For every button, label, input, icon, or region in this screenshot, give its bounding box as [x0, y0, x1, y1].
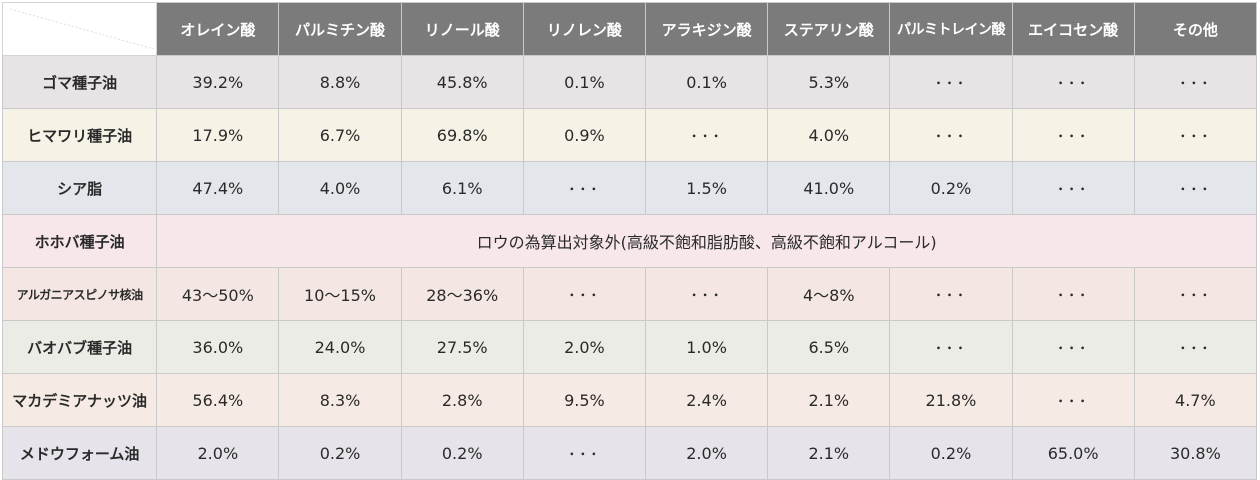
table-cell: 2.4%	[644, 373, 769, 427]
table-cell: 2.0%	[644, 426, 769, 480]
table-cell: 1.0%	[644, 320, 769, 374]
table-cell: ･･･	[889, 267, 1013, 321]
table-cell: 41.0%	[767, 161, 891, 215]
table-cell: ･･･	[1011, 373, 1135, 427]
table-cell: ･･･	[1011, 320, 1135, 374]
table-cell: ･･･	[522, 161, 646, 215]
table-cell: ･･･	[644, 108, 769, 162]
table-cell: ･･･	[522, 426, 646, 480]
table-cell: 39.2%	[156, 55, 280, 109]
table-cell: 4.0%	[278, 161, 402, 215]
row-label: ホホバ種子油	[1, 214, 158, 268]
table-body: ゴマ種子油 39.2% 8.8% 45.8% 0.1% 0.1% 5.3% ･･･ ･･･ ･･･…	[1, 55, 1258, 480]
row-label: ゴマ種子油	[1, 55, 158, 109]
row-label: マカデミアナッツ油	[1, 373, 158, 427]
table-cell: 0.2%	[278, 426, 402, 480]
table-cell: ･･･	[1011, 267, 1135, 321]
table-cell: 2.8%	[400, 373, 524, 427]
row-label: ヒマワリ種子油	[1, 108, 158, 162]
table-cell: 8.3%	[278, 373, 402, 427]
column-header: リノール酸	[400, 2, 524, 56]
table-cell: 4.7%	[1133, 373, 1258, 427]
table-row: ホホバ種子油 ロウの為算出対象外(高級不飽和脂肪酸、高級不飽和アルコール)	[1, 214, 1257, 268]
table-cell: 0.1%	[522, 55, 646, 109]
header-row: オレイン酸 パルミチン酸 リノール酸 リノレン酸 アラキジン酸 ステアリン酸 パ…	[1, 2, 1258, 56]
column-header: ステアリン酸	[767, 2, 891, 56]
table-cell: 21.8%	[889, 373, 1013, 427]
table-cell: 0.2%	[889, 161, 1013, 215]
row-label: アルガニアスピノサ核油	[1, 267, 158, 321]
table-cell: 30.8%	[1133, 426, 1258, 480]
table-cell: 45.8%	[400, 55, 524, 109]
table-cell: ･･･	[1011, 161, 1135, 215]
table-row: シア脂 47.4% 4.0% 6.1% ･･･ 1.5% 41.0% 0.2% ･･･ ･･･	[1, 161, 1258, 215]
row-label: メドウフォーム油	[1, 426, 158, 480]
table-cell: 9.5%	[522, 373, 646, 427]
table-cell: 5.3%	[767, 55, 891, 109]
column-header: パルミチン酸	[278, 2, 402, 56]
column-header: パルミトレイン酸	[889, 2, 1013, 56]
table-cell: 1.5%	[644, 161, 769, 215]
table-cell: 27.5%	[400, 320, 524, 374]
corner-diagonal	[9, 8, 154, 50]
table-cell: 17.9%	[156, 108, 280, 162]
table-cell: 0.1%	[644, 55, 769, 109]
column-header: オレイン酸	[156, 2, 280, 56]
table-cell: 4.0%	[767, 108, 891, 162]
table-cell: 8.8%	[278, 55, 402, 109]
table-cell: ･･･	[1011, 55, 1135, 109]
row-label: シア脂	[1, 161, 158, 215]
table-cell: 28～36%	[400, 267, 524, 321]
table-cell: 2.1%	[767, 373, 891, 427]
column-header: アラキジン酸	[644, 2, 769, 56]
table-cell: ･･･	[522, 267, 646, 321]
row-label: バオバブ種子油	[1, 320, 158, 374]
table-cell: 69.8%	[400, 108, 524, 162]
column-header: その他	[1133, 2, 1258, 56]
table-cell: ･･･	[889, 108, 1013, 162]
table-cell: ･･･	[1133, 320, 1258, 374]
table-cell: ･･･	[889, 55, 1013, 109]
table-cell: ･･･	[1133, 161, 1258, 215]
table-cell: ･･･	[889, 320, 1013, 374]
table-cell: ･･･	[1133, 55, 1258, 109]
table-cell: 6.1%	[400, 161, 524, 215]
table-cell: ･･･	[1011, 108, 1135, 162]
table-cell: 43～50%	[156, 267, 280, 321]
table-cell: 36.0%	[156, 320, 280, 374]
corner-cell	[1, 2, 158, 56]
table-cell: ･･･	[1133, 108, 1258, 162]
table-cell: 2.1%	[767, 426, 891, 480]
table-cell: ･･･	[644, 267, 769, 321]
merged-note-cell: ロウの為算出対象外(高級不飽和脂肪酸、高級不飽和アルコール)	[156, 214, 1257, 268]
table-cell: 0.2%	[889, 426, 1013, 480]
table-cell: 65.0%	[1011, 426, 1135, 480]
table-cell: 56.4%	[156, 373, 280, 427]
table-row: マカデミアナッツ油 56.4% 8.3% 2.8% 9.5% 2.4% 2.1% 21.8% ･…	[1, 373, 1258, 427]
table-cell: 47.4%	[156, 161, 280, 215]
table-cell: ･･･	[1133, 267, 1258, 321]
column-header: リノレン酸	[522, 2, 646, 56]
table-cell: 10～15%	[278, 267, 402, 321]
table-cell: 2.0%	[156, 426, 280, 480]
table-row: アルガニアスピノサ核油 43～50% 10～15% 28～36% ･･･ ･･･ 4～8% ･…	[1, 267, 1258, 321]
table-row: メドウフォーム油 2.0% 0.2% 0.2% ･･･ 2.0% 2.1% 0.2% 65.0%…	[1, 426, 1258, 480]
column-header: エイコセン酸	[1011, 2, 1135, 56]
table-row: バオバブ種子油 36.0% 24.0% 27.5% 2.0% 1.0% 6.5% ･･･ ･･･…	[1, 320, 1258, 374]
table-cell: 2.0%	[522, 320, 646, 374]
table-cell: 6.7%	[278, 108, 402, 162]
table-cell: 6.5%	[767, 320, 891, 374]
table-cell: 0.9%	[522, 108, 646, 162]
table-cell: 4～8%	[767, 267, 891, 321]
table-cell: 24.0%	[278, 320, 402, 374]
table-cell: 0.2%	[400, 426, 524, 480]
table-row: ヒマワリ種子油 17.9% 6.7% 69.8% 0.9% ･･･ 4.0% ･･･ ･･･ ･･…	[1, 108, 1258, 162]
table-row: ゴマ種子油 39.2% 8.8% 45.8% 0.1% 0.1% 5.3% ･･･ ･･･ ･･･	[1, 55, 1258, 109]
